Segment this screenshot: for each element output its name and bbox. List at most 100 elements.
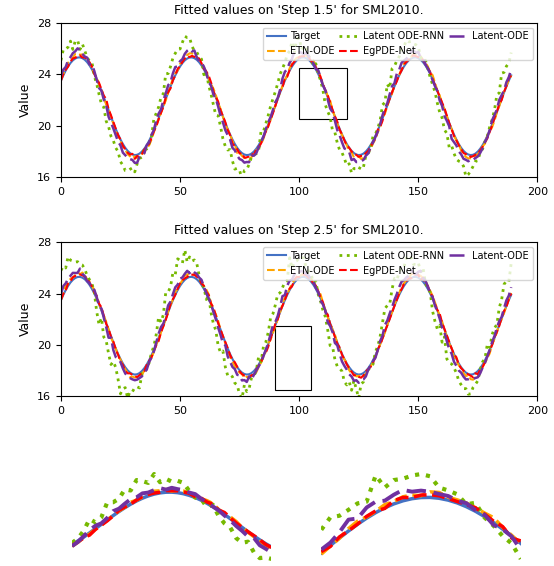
EgPDE-Net <box>162 316 169 323</box>
EgPDE-Net <box>508 72 515 79</box>
Line: Target: Target <box>61 277 511 375</box>
Latent ODE-RNN <box>508 260 515 267</box>
ETN-ODE <box>105 105 112 112</box>
Line: Latent-ODE: Latent-ODE <box>61 269 511 383</box>
Latent ODE-RNN <box>182 33 188 40</box>
Target <box>508 72 515 79</box>
Legend: Target, ETN-ODE, Latent ODE-RNN, EgPDE-Net, Latent-ODE: Target, ETN-ODE, Latent ODE-RNN, EgPDE-N… <box>263 28 532 60</box>
Target <box>58 297 64 303</box>
EgPDE-Net <box>410 271 417 278</box>
Target <box>289 63 295 70</box>
EgPDE-Net <box>105 106 112 113</box>
ETN-ODE <box>284 290 291 297</box>
Line: ETN-ODE: ETN-ODE <box>61 53 511 160</box>
EgPDE-Net <box>188 53 196 59</box>
ETN-ODE <box>188 50 196 57</box>
Latent-ODE <box>107 119 114 126</box>
Latent ODE-RNN <box>196 272 202 278</box>
EgPDE-Net <box>265 123 271 130</box>
EgPDE-Net <box>58 78 64 84</box>
Line: Latent-ODE: Latent-ODE <box>61 48 511 163</box>
Target <box>508 291 515 298</box>
Latent ODE-RNN <box>162 70 169 77</box>
ETN-ODE <box>470 376 476 383</box>
EgPDE-Net <box>105 325 112 332</box>
Latent-ODE <box>165 302 172 309</box>
ETN-ODE <box>58 296 64 303</box>
Target <box>76 273 83 280</box>
Title: Fitted values on 'Step 1.5' for SML2010.: Fitted values on 'Step 1.5' for SML2010. <box>175 5 424 18</box>
Latent-ODE <box>289 55 295 62</box>
Latent ODE-RNN <box>162 289 169 296</box>
EgPDE-Net <box>196 55 202 62</box>
ETN-ODE <box>263 348 269 355</box>
Target <box>107 113 114 120</box>
Latent ODE-RNN <box>508 49 515 56</box>
ETN-ODE <box>508 72 515 79</box>
EgPDE-Net <box>284 290 291 297</box>
EgPDE-Net <box>131 156 138 162</box>
Latent ODE-RNN <box>188 258 196 264</box>
EgPDE-Net <box>410 52 417 59</box>
ETN-ODE <box>246 157 253 164</box>
Target <box>191 275 198 281</box>
ETN-ODE <box>413 268 419 275</box>
Latent-ODE <box>286 277 293 284</box>
Latent-ODE <box>196 274 202 281</box>
Target <box>107 333 114 340</box>
Latent ODE-RNN <box>196 53 202 60</box>
Bar <box>275 325 311 390</box>
Line: EgPDE-Net: EgPDE-Net <box>61 275 511 378</box>
Latent-ODE <box>107 334 114 341</box>
Title: Fitted values on 'Step 2.5' for SML2010.: Fitted values on 'Step 2.5' for SML2010. <box>175 224 424 237</box>
ETN-ODE <box>193 272 200 278</box>
Latent ODE-RNN <box>182 246 188 253</box>
EgPDE-Net <box>286 66 293 73</box>
ETN-ODE <box>58 75 64 82</box>
Latent ODE-RNN <box>58 267 64 274</box>
Target <box>131 152 138 158</box>
Latent-ODE <box>508 284 515 290</box>
Latent-ODE <box>167 79 174 85</box>
Target <box>191 55 198 62</box>
Latent-ODE <box>58 291 64 298</box>
Latent-ODE <box>265 340 271 346</box>
Target <box>131 371 138 378</box>
Latent-ODE <box>191 47 198 54</box>
Latent ODE-RNN <box>105 123 112 130</box>
Latent ODE-RNN <box>58 57 64 64</box>
Latent-ODE <box>76 265 83 272</box>
Line: Latent ODE-RNN: Latent ODE-RNN <box>61 36 511 179</box>
Bar <box>299 68 347 119</box>
ETN-ODE <box>289 61 295 67</box>
Target <box>289 282 295 289</box>
Latent ODE-RNN <box>267 315 274 321</box>
ETN-ODE <box>186 50 193 57</box>
Latent-ODE <box>131 160 138 166</box>
Y-axis label: Value: Value <box>18 83 32 117</box>
Target <box>58 78 64 84</box>
Latent-ODE <box>267 114 274 121</box>
EgPDE-Net <box>263 349 269 356</box>
ETN-ODE <box>508 290 515 297</box>
Latent-ODE <box>508 66 515 72</box>
Latent-ODE <box>74 45 81 52</box>
Line: Latent ODE-RNN: Latent ODE-RNN <box>61 250 511 398</box>
ETN-ODE <box>162 315 169 322</box>
Target <box>267 335 274 341</box>
EgPDE-Net <box>508 290 515 297</box>
EgPDE-Net <box>165 89 172 96</box>
ETN-ODE <box>162 97 169 104</box>
EgPDE-Net <box>186 271 193 278</box>
Line: EgPDE-Net: EgPDE-Net <box>61 55 511 159</box>
Line: Target: Target <box>61 57 511 155</box>
EgPDE-Net <box>193 273 200 280</box>
Line: ETN-ODE: ETN-ODE <box>61 272 511 380</box>
Target <box>76 54 83 61</box>
Target <box>167 303 174 310</box>
Legend: Target, ETN-ODE, Latent ODE-RNN, EgPDE-Net, Latent-ODE: Target, ETN-ODE, Latent ODE-RNN, EgPDE-N… <box>263 247 532 280</box>
Latent ODE-RNN <box>267 103 274 110</box>
Target <box>267 115 274 122</box>
Latent ODE-RNN <box>188 43 196 50</box>
Target <box>198 62 205 69</box>
